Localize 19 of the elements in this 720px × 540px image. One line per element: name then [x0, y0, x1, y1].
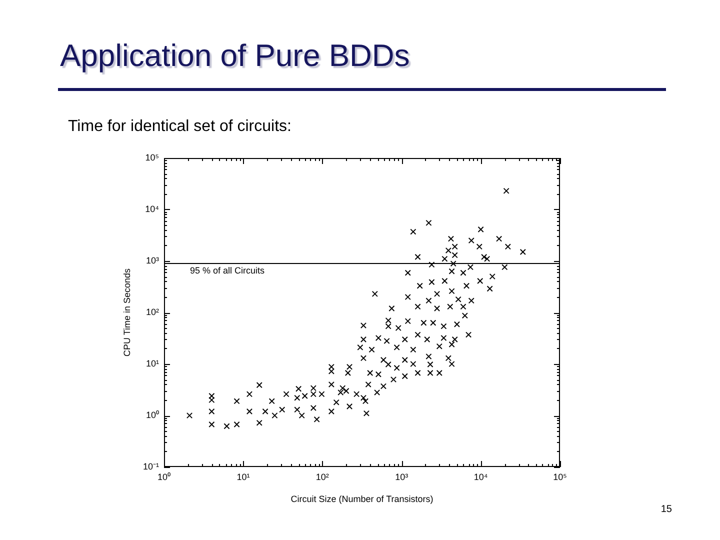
x-tick-label: 10⁴ [474, 472, 488, 482]
y-tick-label: 10⁴ [145, 204, 160, 214]
x-axis-title: Circuit Size (Number of Transistors) [290, 494, 434, 504]
x-tick-label: 10³ [395, 472, 408, 482]
chart-subtitle: Time for identical set of circuits: [68, 117, 292, 136]
y-tick-label: 10⁰ [146, 410, 159, 420]
x-tick-label: 10⁰ [157, 472, 171, 482]
text: 15 [660, 504, 672, 516]
x-tick-label: 10² [316, 472, 329, 482]
y-axis-title: CPU Time in Seconds [122, 268, 132, 357]
x-tick-label: 10⁵ [553, 472, 568, 482]
y-tick-label: 10⁻¹ [142, 461, 159, 472]
ref-line-label: 95 % of all Circuits [190, 265, 266, 276]
y-tick-label: 10¹ [146, 358, 159, 368]
x-tick-label: 10¹ [236, 472, 250, 482]
y-tick-label: 10⁵ [145, 152, 160, 162]
y-tick-label: 10³ [146, 255, 159, 266]
chart-title: Application of Pure BDDs [60, 38, 410, 74]
y-tick-label: 10² [146, 306, 159, 317]
